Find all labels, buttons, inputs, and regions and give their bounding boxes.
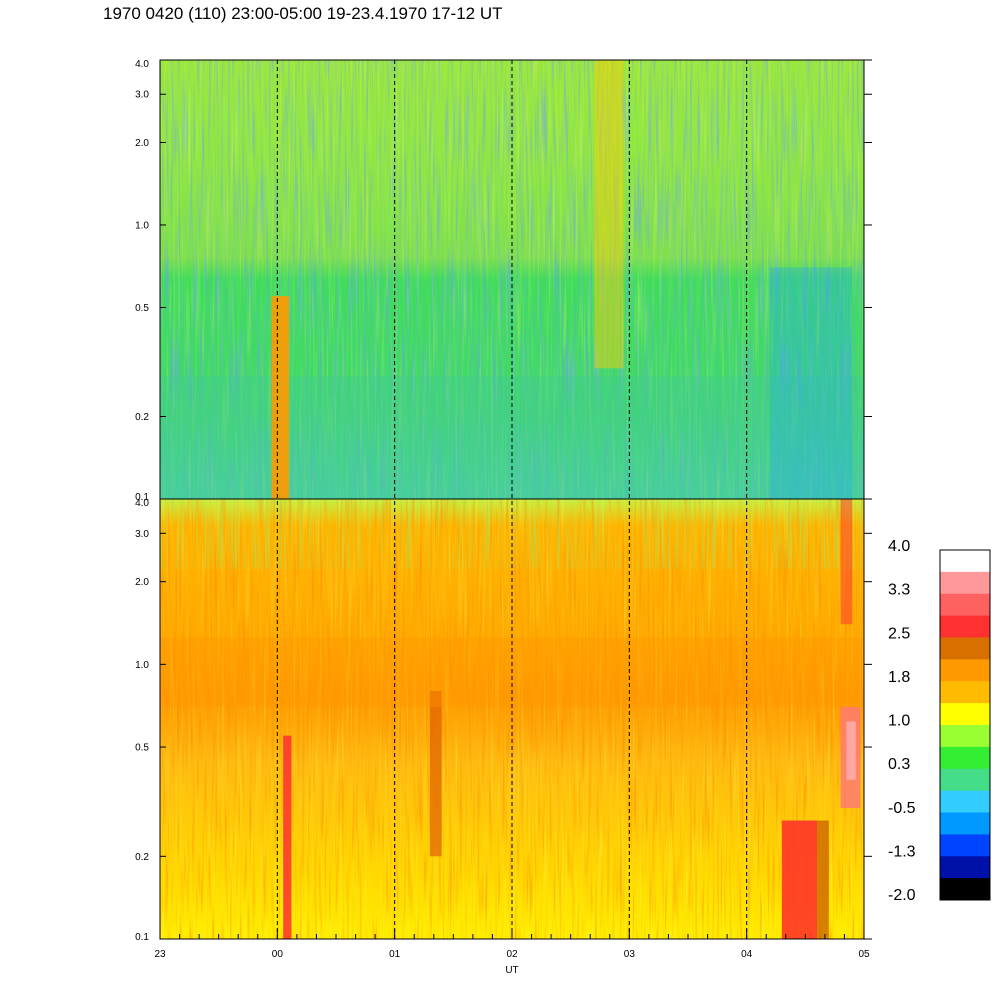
lower-red-block [781,820,818,939]
colorbar [939,549,991,901]
y-axis-left-lower: 4.0 3.0 2.0 1.0 0.5 0.2 0.1 [135,498,166,943]
colorbar-swatch [940,878,990,901]
upper-y-tick-label: 1.0 [135,220,149,231]
colorbar-swatch [940,768,990,792]
upper-y-tick-label: 0.1 [135,492,149,503]
y-axis-right-ticks [864,59,872,940]
x-tick-label: 00 [272,949,284,960]
x-tick-label: 04 [741,949,753,960]
colorbar-swatch [940,659,990,682]
colorbar-labels: 4.0 3.3 2.5 1.8 1.0 0.3 -0.5 -1.3 -2.0 [888,538,916,904]
lower-brown-block [817,820,829,939]
colorbar-swatch [940,681,990,704]
colorbar-label: 1.0 [888,713,910,730]
upper-orange-column [271,296,290,499]
colorbar-swatch [940,593,990,617]
x-axis-label: UT [505,965,518,976]
upper-yellow-streak [594,60,624,369]
x-axis: 23 00 01 02 03 04 05 [154,929,870,960]
lower-red-column [283,735,292,939]
lower-y-tick-label: 1.0 [135,660,149,671]
upper-y-tick-label: 3.0 [135,90,149,101]
lower-y-tick-label: 2.0 [135,577,149,588]
upper-y-tick-label: 2.0 [135,138,149,149]
lower-y-tick-label: 0.2 [135,852,149,863]
chart-title: 1970 0420 (110) 23:00-05:00 19-23.4.1970… [103,4,503,23]
colorbar-label: 4.0 [888,538,910,555]
lower-y-tick-label: 0.1 [135,932,149,943]
colorbar-label: -0.5 [888,800,916,817]
lower-y-tick-label: 4.0 [135,498,149,509]
upper-blue-region [770,267,853,499]
colorbar-swatch [940,790,990,813]
colorbar-label: -1.3 [888,843,916,860]
colorbar-label: -2.0 [888,887,916,904]
lower-y-tick-label: 3.0 [135,529,149,540]
colorbar-swatch [940,615,990,638]
colorbar-label: 0.3 [888,756,910,773]
x-tick-label: 02 [506,949,518,960]
colorbar-swatch [940,812,990,835]
colorbar-swatch [940,725,990,748]
y-axis-left-upper: 4.0 3.0 2.0 1.0 0.5 0.2 0.1 [135,59,166,503]
upper-y-tick-label: 0.5 [135,303,149,314]
colorbar-label: 3.3 [888,582,910,599]
lower-dark-orange-column [429,690,442,857]
upper-y-tick-label: 4.0 [135,59,149,70]
colorbar-swatch [940,703,990,726]
x-tick-label: 03 [624,949,636,960]
colorbar-label: 2.5 [888,625,910,642]
x-tick-label: 05 [858,949,870,960]
colorbar-swatch [940,856,990,879]
colorbar-swatch [940,637,990,660]
colorbar-frame [939,549,991,901]
lower-y-tick-label: 0.5 [135,743,149,754]
colorbar-swatch [940,571,990,595]
lower-pink-core [846,721,856,780]
upper-y-tick-label: 0.2 [135,412,149,423]
colorbar-label: 1.8 [888,669,910,686]
lower-red-upper-streak [840,499,853,625]
colorbar-swatch [940,834,990,857]
colorbar-swatch [940,550,990,573]
x-tick-label: 23 [154,949,166,960]
colorbar-swatch [940,746,990,770]
x-tick-label: 01 [389,949,401,960]
